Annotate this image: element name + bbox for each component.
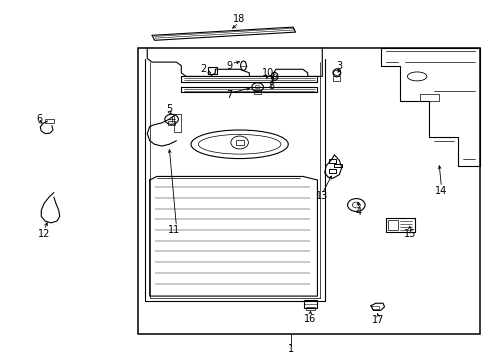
Text: 11: 11 — [167, 225, 180, 235]
Bar — [45, 119, 54, 123]
Text: 4: 4 — [355, 207, 361, 217]
Text: 1: 1 — [287, 343, 293, 354]
Bar — [207, 67, 216, 73]
Text: 16: 16 — [304, 314, 316, 324]
Text: 15: 15 — [403, 229, 415, 239]
Text: 10: 10 — [261, 68, 273, 78]
Bar — [328, 169, 336, 173]
Bar — [254, 90, 261, 94]
Text: 6: 6 — [36, 113, 42, 123]
Bar — [167, 121, 175, 125]
Bar — [235, 140, 243, 145]
Text: 5: 5 — [165, 104, 172, 113]
Bar — [371, 306, 378, 309]
Bar — [387, 220, 397, 230]
Bar — [137, 48, 479, 334]
Bar — [328, 159, 336, 163]
Bar — [174, 114, 181, 132]
Text: 17: 17 — [371, 315, 384, 325]
Text: 14: 14 — [434, 186, 447, 196]
Text: 12: 12 — [38, 229, 50, 239]
Text: 8: 8 — [267, 81, 274, 91]
Text: 7: 7 — [225, 90, 232, 100]
Bar — [333, 76, 340, 81]
Text: 3: 3 — [336, 61, 342, 71]
Text: 2: 2 — [200, 64, 206, 74]
Bar — [334, 164, 342, 167]
Bar — [385, 218, 414, 232]
Text: 9: 9 — [225, 61, 231, 71]
Text: 18: 18 — [232, 14, 244, 24]
Text: 13: 13 — [316, 191, 328, 201]
Bar — [305, 307, 315, 310]
Bar — [303, 300, 317, 308]
